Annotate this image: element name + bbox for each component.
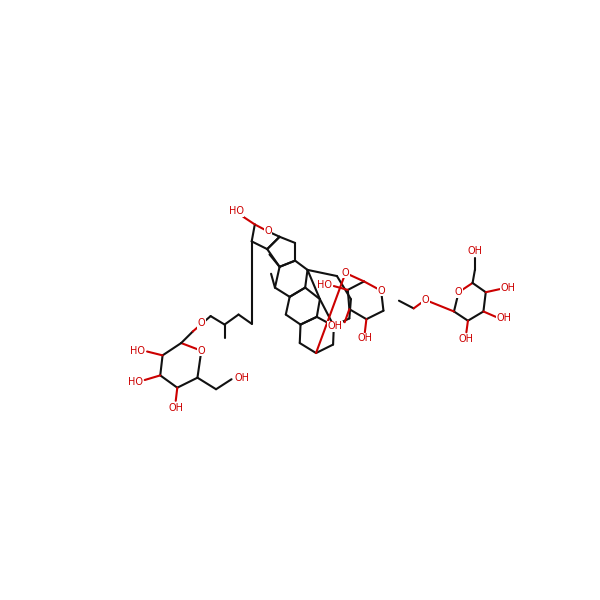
Text: O: O [377, 286, 385, 296]
Text: O: O [455, 287, 463, 297]
Text: O: O [197, 346, 205, 356]
Text: HO: HO [128, 377, 143, 386]
Text: OH: OH [234, 373, 249, 383]
Text: O: O [264, 226, 272, 236]
Text: OH: OH [467, 245, 482, 256]
Text: HO: HO [229, 206, 244, 217]
Text: OH: OH [328, 321, 343, 331]
Text: HO: HO [317, 280, 332, 290]
Text: OH: OH [168, 403, 183, 413]
Text: O: O [421, 295, 429, 305]
Text: OH: OH [501, 283, 516, 293]
Text: HO: HO [130, 346, 145, 356]
Text: OH: OH [358, 334, 373, 343]
Text: OH: OH [497, 313, 512, 323]
Text: O: O [341, 268, 349, 278]
Text: O: O [197, 318, 205, 328]
Text: OH: OH [459, 334, 474, 344]
